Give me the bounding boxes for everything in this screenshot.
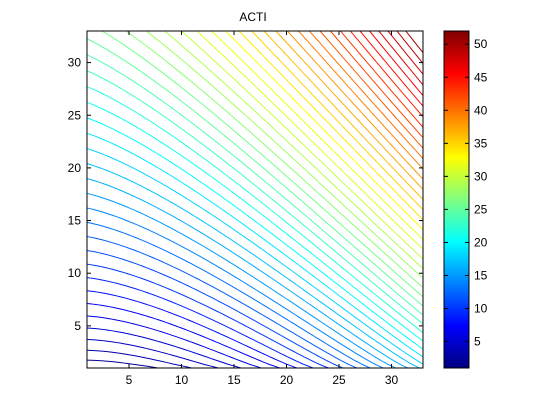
contour-line	[86, 236, 358, 369]
contour-line	[387, 30, 424, 75]
contour-line	[287, 30, 424, 180]
plot-frame	[86, 30, 424, 369]
y-axis: 5 10 15 20 25 30	[68, 56, 423, 333]
contour-line	[86, 327, 241, 369]
contour-line	[86, 178, 408, 369]
contour-line	[86, 101, 424, 342]
contour-line	[86, 221, 371, 369]
contour-line	[86, 277, 314, 369]
x-tick-label: 25	[332, 373, 346, 387]
contour-line	[275, 30, 424, 190]
y-tick-label: 20	[68, 161, 82, 175]
colorbar-tick-label: 35	[474, 136, 488, 150]
contour-line	[86, 54, 424, 316]
contour-line	[86, 349, 192, 369]
colorbar-tick-label: 50	[474, 37, 488, 51]
contour-line	[86, 290, 298, 369]
y-tick-label: 5	[74, 319, 81, 333]
y-tick-label: 15	[68, 214, 82, 228]
colorbar-tick-label: 40	[474, 103, 488, 117]
y-tick-label: 10	[68, 266, 82, 280]
colorbar-ticks: 5 10 15 20 25 30 35 40 45 50	[444, 37, 488, 349]
y-tick-label: 30	[68, 56, 82, 70]
contour-line	[86, 263, 329, 369]
contour-line	[238, 30, 424, 220]
contour-line	[86, 163, 420, 369]
contour-line	[329, 30, 424, 139]
contour-line	[211, 30, 424, 240]
colorbar-tick-label: 10	[474, 302, 488, 316]
colorbar-tick-label: 25	[474, 202, 488, 216]
x-tick-label: 5	[126, 373, 133, 387]
contour-line	[405, 30, 424, 53]
contour-line	[86, 192, 396, 369]
contour-line	[86, 38, 424, 307]
colorbar-tick-label: 30	[474, 169, 488, 183]
colorbar-tick-label: 15	[474, 268, 488, 282]
x-tick-label: 15	[227, 373, 241, 387]
colorbar-tick-label: 5	[474, 335, 481, 349]
colorbar-tick-label: 45	[474, 70, 488, 84]
contour-line	[125, 30, 424, 288]
contour-line	[86, 315, 262, 369]
contour-line	[101, 30, 424, 298]
colorbar-frame	[443, 30, 470, 369]
contour-line	[86, 148, 424, 365]
x-tick-label: 10	[175, 373, 189, 387]
x-tick-label: 30	[385, 373, 399, 387]
colorbar-tick-label: 20	[474, 235, 488, 249]
contour-line	[86, 70, 424, 325]
contour-line	[180, 30, 424, 260]
contour-line	[251, 30, 424, 210]
contour-line	[86, 207, 384, 369]
plot-area	[87, 31, 423, 368]
contour-line	[196, 30, 424, 250]
contour-lines	[86, 30, 424, 369]
contour-line	[378, 30, 424, 86]
colorbar-gradient	[444, 31, 469, 368]
contour-line	[86, 117, 424, 350]
contour-plot: 5 10 15 20 25 30 5 10 15 20 25 30	[68, 30, 424, 387]
contour-line	[86, 249, 344, 369]
y-tick-label: 25	[68, 108, 82, 122]
contour-line	[164, 30, 424, 269]
x-axis: 5 10 15 20 25 30	[126, 31, 399, 387]
x-tick-label: 20	[280, 373, 294, 387]
contour-line	[86, 86, 424, 333]
contour-line	[298, 30, 424, 170]
contour-line	[86, 303, 280, 369]
contour-line	[146, 30, 424, 279]
chart-title: ACTI	[239, 10, 266, 24]
contour-line	[340, 30, 424, 128]
colorbar: 5 10 15 20 25 30 35 40 45 50	[443, 30, 488, 369]
